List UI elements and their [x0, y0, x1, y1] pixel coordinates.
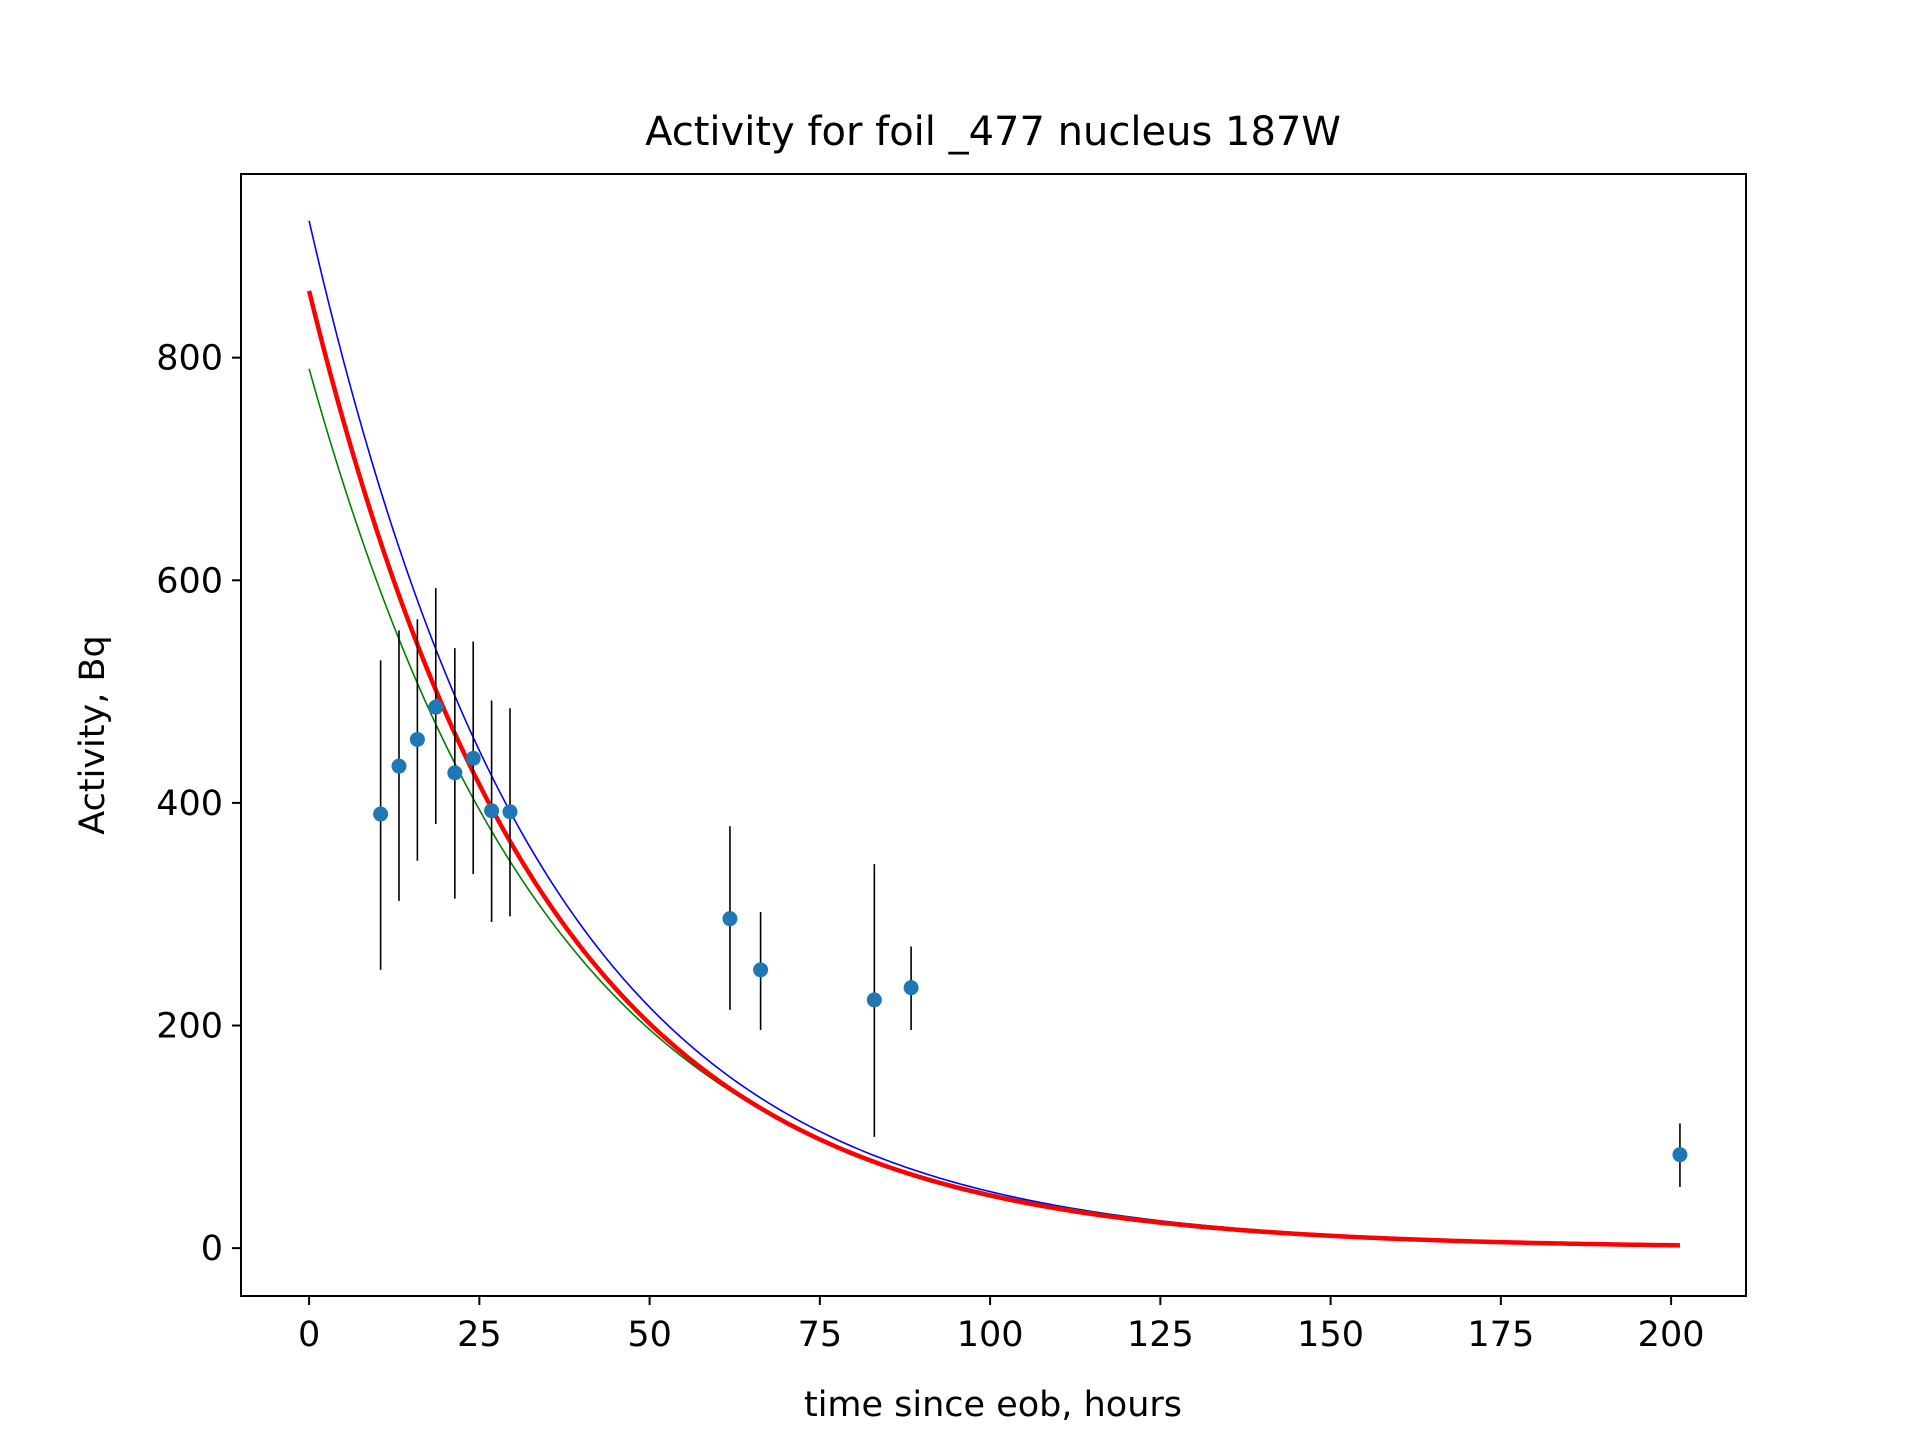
data-point — [465, 750, 481, 766]
x-tick-label: 125 — [1127, 1315, 1194, 1355]
data-points — [373, 699, 1688, 1163]
data-point — [447, 765, 463, 781]
x-axis-ticks: 0 25 50 75 100 125 150 175 200 — [298, 1296, 1705, 1355]
x-tick-label: 150 — [1297, 1315, 1364, 1355]
x-tick-label: 50 — [627, 1315, 672, 1355]
x-tick-label: 175 — [1467, 1315, 1534, 1355]
data-point — [753, 962, 769, 978]
data-point — [409, 731, 425, 747]
y-axis-label: Activity, Bq — [73, 635, 113, 834]
x-axis-label: time since eob, hours — [804, 1385, 1182, 1425]
data-point — [391, 758, 407, 774]
fit-curve-blue — [308, 220, 1680, 1246]
fit-curve-red — [306, 290, 1680, 1248]
data-point — [484, 803, 500, 819]
y-tick-label: 800 — [156, 339, 223, 379]
x-tick-label: 25 — [457, 1315, 502, 1355]
data-point — [502, 804, 518, 820]
x-tick-label: 75 — [798, 1315, 843, 1355]
data-point — [866, 992, 882, 1008]
y-tick-label: 0 — [201, 1229, 223, 1269]
x-tick-label: 200 — [1638, 1315, 1705, 1355]
plot-area — [306, 220, 1688, 1248]
data-point — [1672, 1147, 1688, 1163]
y-tick-label: 400 — [156, 784, 223, 824]
axes-frame — [240, 173, 1747, 1297]
data-point — [903, 980, 919, 996]
data-point — [373, 806, 389, 822]
x-tick-label: 0 — [298, 1315, 320, 1355]
x-tick-label: 100 — [957, 1315, 1024, 1355]
error-bars — [379, 588, 1681, 1187]
y-axis-ticks: 0 200 400 600 800 — [156, 339, 241, 1269]
y-tick-label: 600 — [156, 561, 223, 601]
data-point — [428, 699, 444, 715]
fit-curves — [306, 220, 1680, 1248]
chart-title: Activity for foil _477 nucleus 187W — [645, 109, 1341, 155]
data-point — [722, 911, 738, 927]
y-tick-label: 200 — [156, 1007, 223, 1047]
